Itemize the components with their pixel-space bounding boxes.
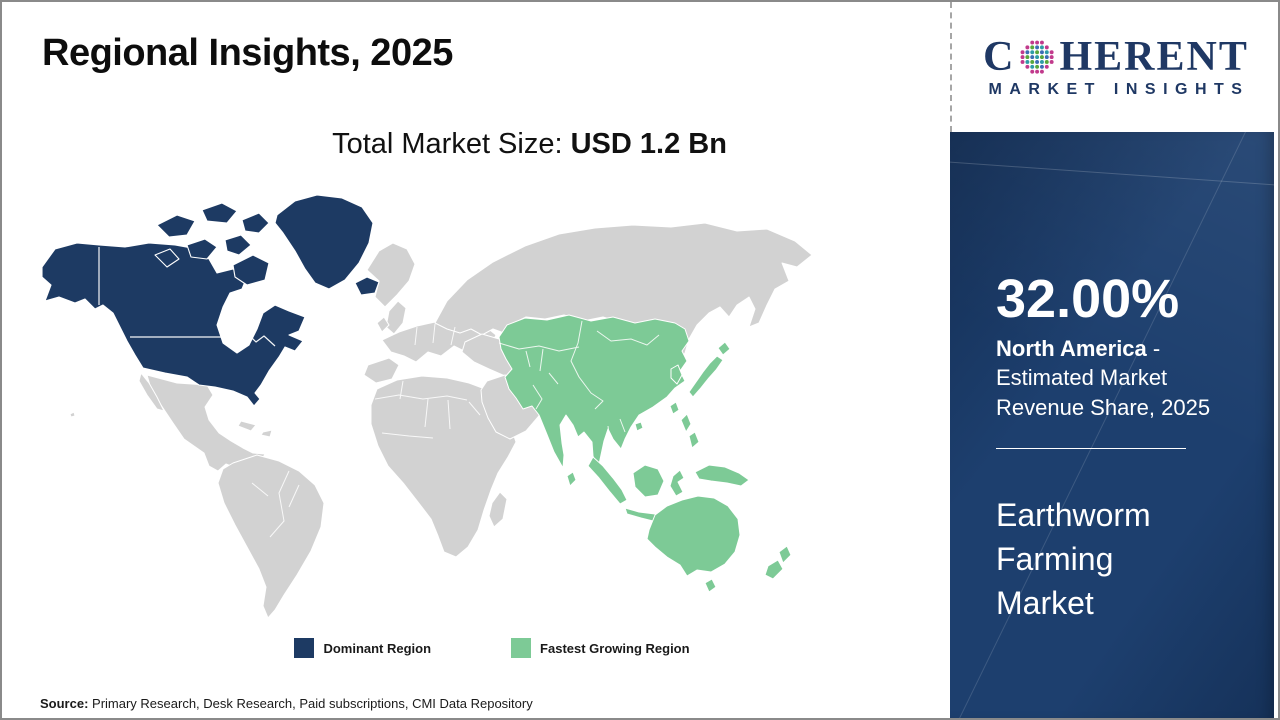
map-asia-mainland <box>498 314 690 470</box>
brand-subtitle: MARKET INSIGHTS <box>988 80 1250 98</box>
map-green-country-borders <box>498 320 660 443</box>
fastest-growing-region-swatch <box>511 638 532 658</box>
sidebar-background-pattern <box>950 132 1274 718</box>
map-philippines <box>680 413 692 433</box>
map-hainan <box>634 421 644 432</box>
map-region-asia-pacific <box>498 314 792 593</box>
dominant-region-swatch <box>294 638 315 658</box>
map-australia <box>646 495 741 577</box>
map-us-canada-border <box>98 247 276 347</box>
map-borneo <box>632 464 665 498</box>
map-philippines <box>688 431 700 449</box>
legend-label: Fastest Growing Region <box>540 640 690 656</box>
map-gray-country-borders <box>251 323 481 538</box>
map-iceland <box>354 276 380 296</box>
map-arctic-island <box>201 202 238 224</box>
sidebar-divider <box>996 447 1186 449</box>
map-cuba <box>237 420 257 432</box>
map-region-rest-of-world <box>69 222 813 619</box>
map-sulawesi <box>669 469 685 497</box>
world-map <box>37 185 817 622</box>
total-market-size-value: USD 1.2 Bn <box>570 128 727 160</box>
market-share-description: North America - Estimated Market Revenue… <box>996 334 1250 422</box>
page-title: Regional Insights, 2025 <box>42 32 453 74</box>
map-ireland <box>376 316 390 333</box>
market-share-caption: - Estimated Market Revenue Share, 2025 <box>996 336 1211 420</box>
map-uk <box>385 300 407 335</box>
coherent-globe-icon <box>1021 40 1055 74</box>
map-legend: Dominant Region Fastest Growing Region <box>2 638 952 658</box>
legend-item-dominant: Dominant Region <box>294 638 431 658</box>
brand-logo: C HERENT MARKET INSIGHTS <box>950 2 1278 132</box>
map-region-north-america <box>41 194 380 407</box>
map-new-guinea <box>694 464 750 487</box>
legend-item-fastest-growing: Fastest Growing Region <box>511 638 690 658</box>
map-africa <box>370 375 517 558</box>
world-map-svg <box>37 185 817 622</box>
map-arctic-island <box>154 248 180 268</box>
map-new-zealand <box>778 545 792 564</box>
total-market-size-label: Total Market Size: <box>332 128 571 160</box>
map-greenland <box>274 194 374 290</box>
map-korea <box>670 364 683 385</box>
map-baffin-island <box>232 254 270 286</box>
map-sumatra <box>587 456 628 505</box>
source-text: Primary Research, Desk Research, Paid su… <box>88 696 533 711</box>
brand-letters-herent: HERENT <box>1059 33 1249 80</box>
map-arctic-island <box>156 214 196 238</box>
map-arctic-island <box>186 238 218 260</box>
map-usa-canada <box>41 242 306 407</box>
source-label: Source: <box>40 696 89 711</box>
map-hokkaido <box>717 341 731 356</box>
brand-wordmark: C HERENT <box>983 36 1249 78</box>
map-new-zealand <box>764 559 784 580</box>
legend-label: Dominant Region <box>323 640 432 656</box>
brand-letter-c: C <box>983 33 1016 80</box>
market-share-region: North America <box>996 336 1147 361</box>
map-arctic-island <box>241 212 270 234</box>
sidebar-panel: 32.00% North America - Estimated Market … <box>950 132 1274 718</box>
source-note: Source: Primary Research, Desk Research,… <box>40 696 533 711</box>
map-baja <box>138 372 165 412</box>
map-hispaniola <box>260 429 273 438</box>
map-arctic-island <box>224 234 252 256</box>
total-market-size: Total Market Size: USD 1.2 Bn <box>2 128 952 161</box>
market-name: Earthworm Farming Market <box>996 496 1151 622</box>
map-taiwan <box>669 401 680 415</box>
map-iberia <box>363 357 400 384</box>
map-japan <box>688 355 724 398</box>
market-share-value: 32.00% <box>996 269 1180 329</box>
map-tasmania <box>704 578 717 593</box>
map-sri-lanka <box>566 471 577 487</box>
map-hawaii <box>69 411 76 418</box>
map-russia <box>434 222 813 362</box>
map-scandinavia <box>366 242 416 308</box>
sidebar-content: 32.00% North America - Estimated Market … <box>950 132 1274 625</box>
map-madagascar <box>488 491 508 528</box>
